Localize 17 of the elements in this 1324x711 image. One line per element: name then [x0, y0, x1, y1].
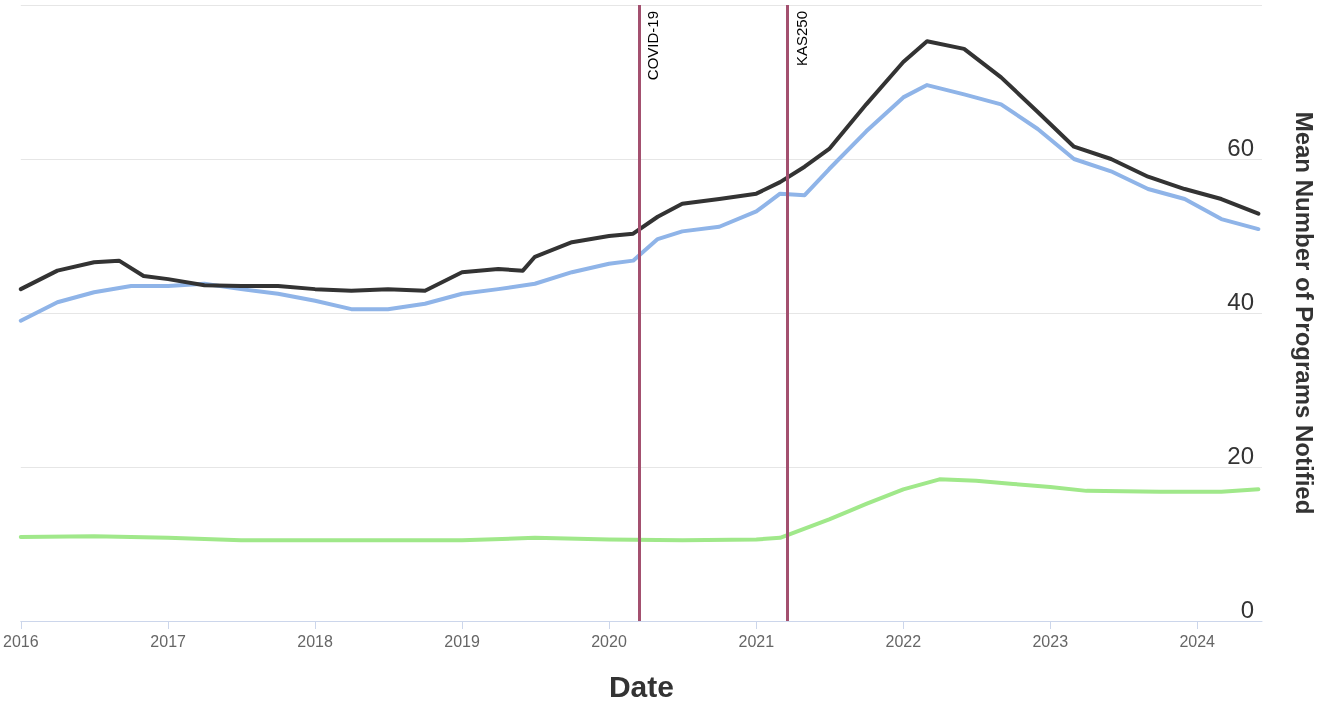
x-axis-title: Date	[608, 669, 674, 703]
x-tick-label: 2023	[1032, 632, 1069, 650]
x-tick-label: 2018	[297, 632, 333, 650]
x-tick-label: 2019	[444, 632, 480, 650]
x-tick-label: 2020	[591, 632, 627, 650]
y-axis-title: Mean Number of Programs Notified	[1290, 111, 1318, 515]
x-tick-label: 2021	[738, 632, 775, 650]
y-tick-label: 20	[1227, 441, 1254, 469]
x-tick-label: 2024	[1179, 632, 1216, 650]
ref-line-label: KAS250	[792, 11, 810, 67]
y-tick-label: 40	[1227, 287, 1254, 315]
ref-line-label: COVID-19	[643, 11, 661, 81]
x-tick-label: 2022	[885, 632, 922, 650]
x-tick-label: 2017	[150, 632, 187, 650]
y-tick-label: 60	[1227, 133, 1254, 161]
x-tick-label: 2016	[3, 632, 39, 650]
y-tick-label: 0	[1240, 595, 1254, 623]
